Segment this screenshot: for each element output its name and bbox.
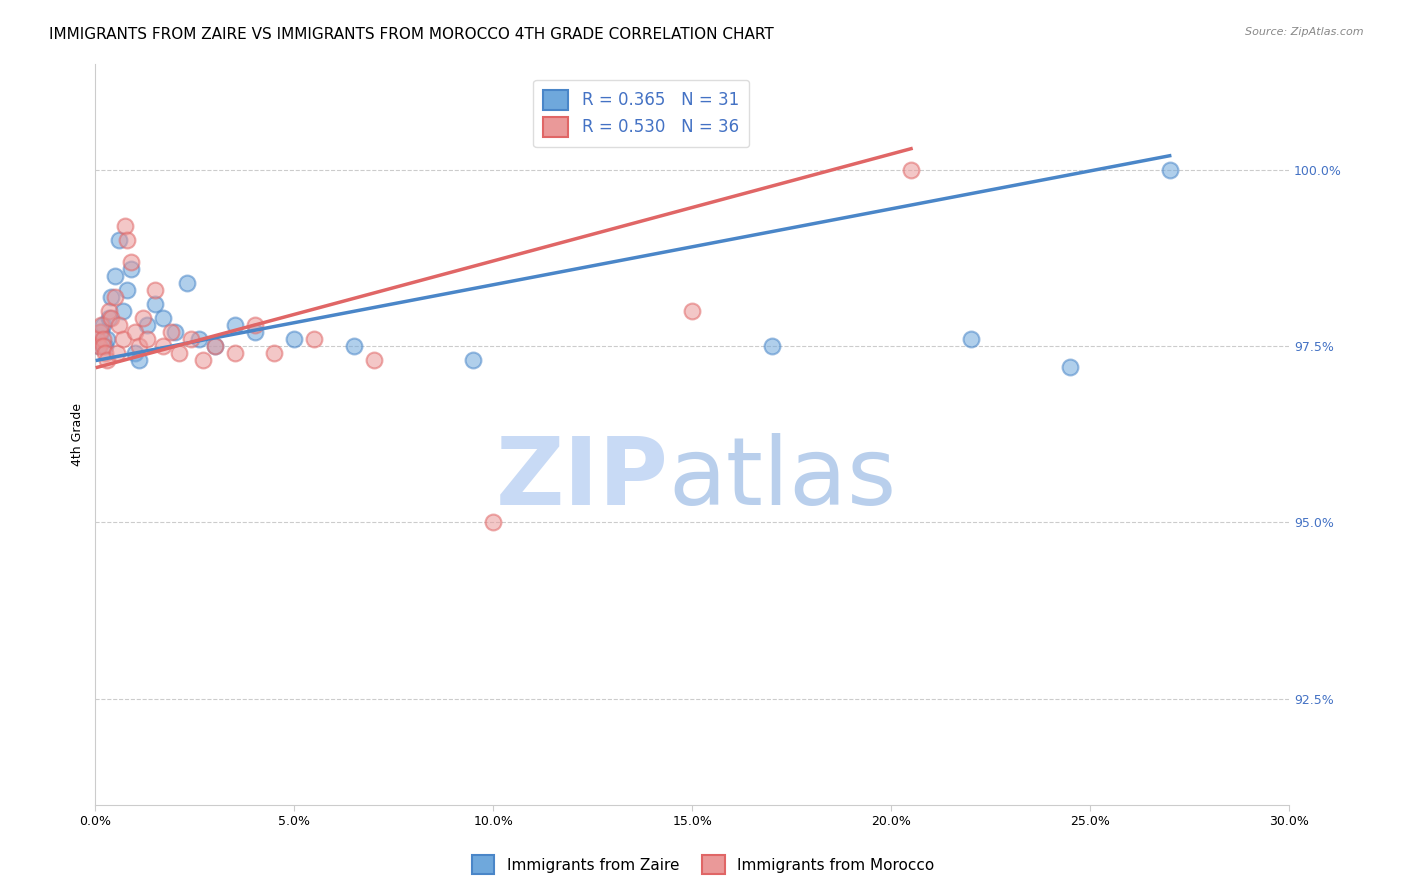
Point bbox=[482, 516, 505, 530]
Point bbox=[94, 339, 117, 353]
Point bbox=[363, 353, 385, 368]
Text: Source: ZipAtlas.com: Source: ZipAtlas.com bbox=[1246, 27, 1364, 37]
Point bbox=[120, 261, 142, 276]
Point bbox=[91, 332, 114, 346]
Point bbox=[91, 339, 114, 353]
Point bbox=[128, 339, 150, 353]
Point bbox=[761, 339, 783, 353]
Point bbox=[143, 297, 166, 311]
Point bbox=[90, 325, 112, 339]
Point bbox=[128, 353, 150, 368]
Point bbox=[86, 332, 108, 346]
Point bbox=[94, 346, 117, 360]
Point bbox=[180, 332, 202, 346]
Point bbox=[100, 290, 122, 304]
Point bbox=[187, 332, 209, 346]
Point bbox=[176, 276, 198, 290]
Legend: R = 0.365   N = 31, R = 0.530   N = 36: R = 0.365 N = 31, R = 0.530 N = 36 bbox=[533, 79, 749, 147]
Point bbox=[243, 318, 266, 332]
Point bbox=[120, 254, 142, 268]
Text: ZIP: ZIP bbox=[495, 433, 668, 524]
Point bbox=[86, 332, 108, 346]
Point bbox=[104, 290, 127, 304]
Text: IMMIGRANTS FROM ZAIRE VS IMMIGRANTS FROM MOROCCO 4TH GRADE CORRELATION CHART: IMMIGRANTS FROM ZAIRE VS IMMIGRANTS FROM… bbox=[49, 27, 773, 42]
Point bbox=[204, 339, 226, 353]
Point bbox=[152, 339, 174, 353]
Point bbox=[124, 346, 146, 360]
Point bbox=[959, 332, 981, 346]
Point bbox=[191, 353, 214, 368]
Point bbox=[1059, 360, 1081, 375]
Text: atlas: atlas bbox=[668, 433, 897, 524]
Point bbox=[124, 325, 146, 339]
Point bbox=[104, 268, 127, 283]
Point bbox=[263, 346, 285, 360]
Point bbox=[1159, 162, 1181, 177]
Point bbox=[89, 325, 111, 339]
Y-axis label: 4th Grade: 4th Grade bbox=[72, 403, 84, 466]
Point bbox=[98, 304, 121, 318]
Point bbox=[283, 332, 305, 346]
Point bbox=[136, 318, 159, 332]
Point bbox=[136, 332, 159, 346]
Point bbox=[105, 346, 128, 360]
Point bbox=[152, 310, 174, 325]
Point bbox=[132, 310, 155, 325]
Point bbox=[463, 353, 485, 368]
Point bbox=[143, 283, 166, 297]
Point bbox=[163, 325, 186, 339]
Point bbox=[302, 332, 325, 346]
Point bbox=[160, 325, 183, 339]
Point bbox=[115, 283, 138, 297]
Point bbox=[108, 318, 131, 332]
Point bbox=[243, 325, 266, 339]
Point bbox=[681, 304, 703, 318]
Point bbox=[112, 332, 135, 346]
Point bbox=[89, 339, 111, 353]
Point bbox=[98, 310, 121, 325]
Point bbox=[89, 339, 111, 353]
Point bbox=[343, 339, 366, 353]
Point bbox=[224, 318, 246, 332]
Point bbox=[167, 346, 190, 360]
Point bbox=[100, 310, 122, 325]
Point bbox=[900, 162, 922, 177]
Point bbox=[91, 318, 114, 332]
Point bbox=[224, 346, 246, 360]
Legend: Immigrants from Zaire, Immigrants from Morocco: Immigrants from Zaire, Immigrants from M… bbox=[465, 849, 941, 880]
Point bbox=[90, 318, 112, 332]
Point bbox=[96, 332, 118, 346]
Point bbox=[114, 219, 136, 234]
Point bbox=[112, 304, 135, 318]
Point bbox=[115, 233, 138, 247]
Point bbox=[204, 339, 226, 353]
Point bbox=[108, 233, 131, 247]
Point bbox=[96, 353, 118, 368]
